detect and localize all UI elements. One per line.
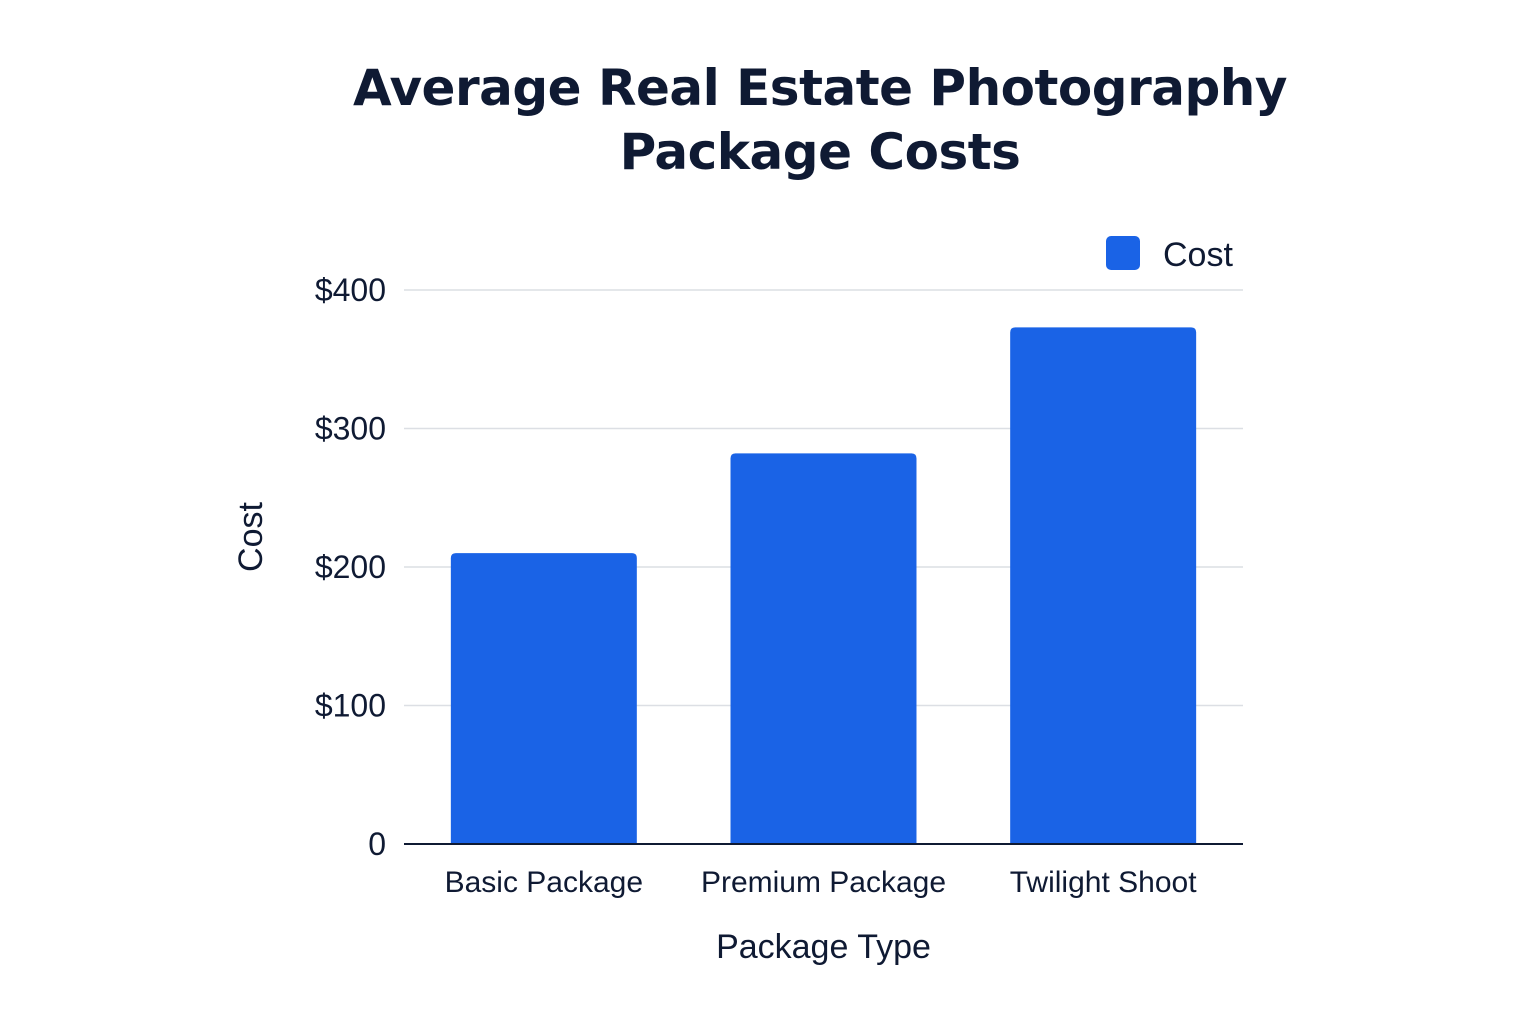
y-axis-ticks: 0 $100 $200 $300 $400	[315, 272, 386, 862]
x-tick-label: Basic Package	[445, 866, 643, 899]
y-tick-label: $200	[315, 549, 386, 585]
chart-title-line-1: Average Real Estate Photography	[353, 59, 1287, 117]
bar-twilight-shoot	[1010, 327, 1197, 844]
x-axis-title: Package Type	[716, 928, 931, 966]
bar-premium-package	[730, 453, 917, 844]
legend-label: Cost	[1163, 236, 1233, 274]
x-axis-ticks: Basic Package Premium Package Twilight Sho…	[445, 866, 1198, 899]
y-tick-label: 0	[368, 826, 386, 862]
legend-swatch	[1106, 236, 1140, 270]
y-tick-label: $100	[315, 688, 386, 724]
chart-title: Average Real Estate Photography Package …	[300, 56, 1340, 184]
legend: Cost	[1106, 236, 1233, 274]
x-tick-label: Premium Package	[701, 866, 946, 899]
x-tick-label: Twilight Shoot	[1010, 866, 1197, 899]
chart-title-line-2: Package Costs	[619, 123, 1021, 181]
y-tick-label: $400	[315, 272, 386, 308]
bars	[450, 327, 1197, 844]
bar-basic-package	[450, 553, 637, 844]
y-tick-label: $300	[315, 411, 386, 447]
y-axis-title: Cost	[232, 501, 270, 571]
